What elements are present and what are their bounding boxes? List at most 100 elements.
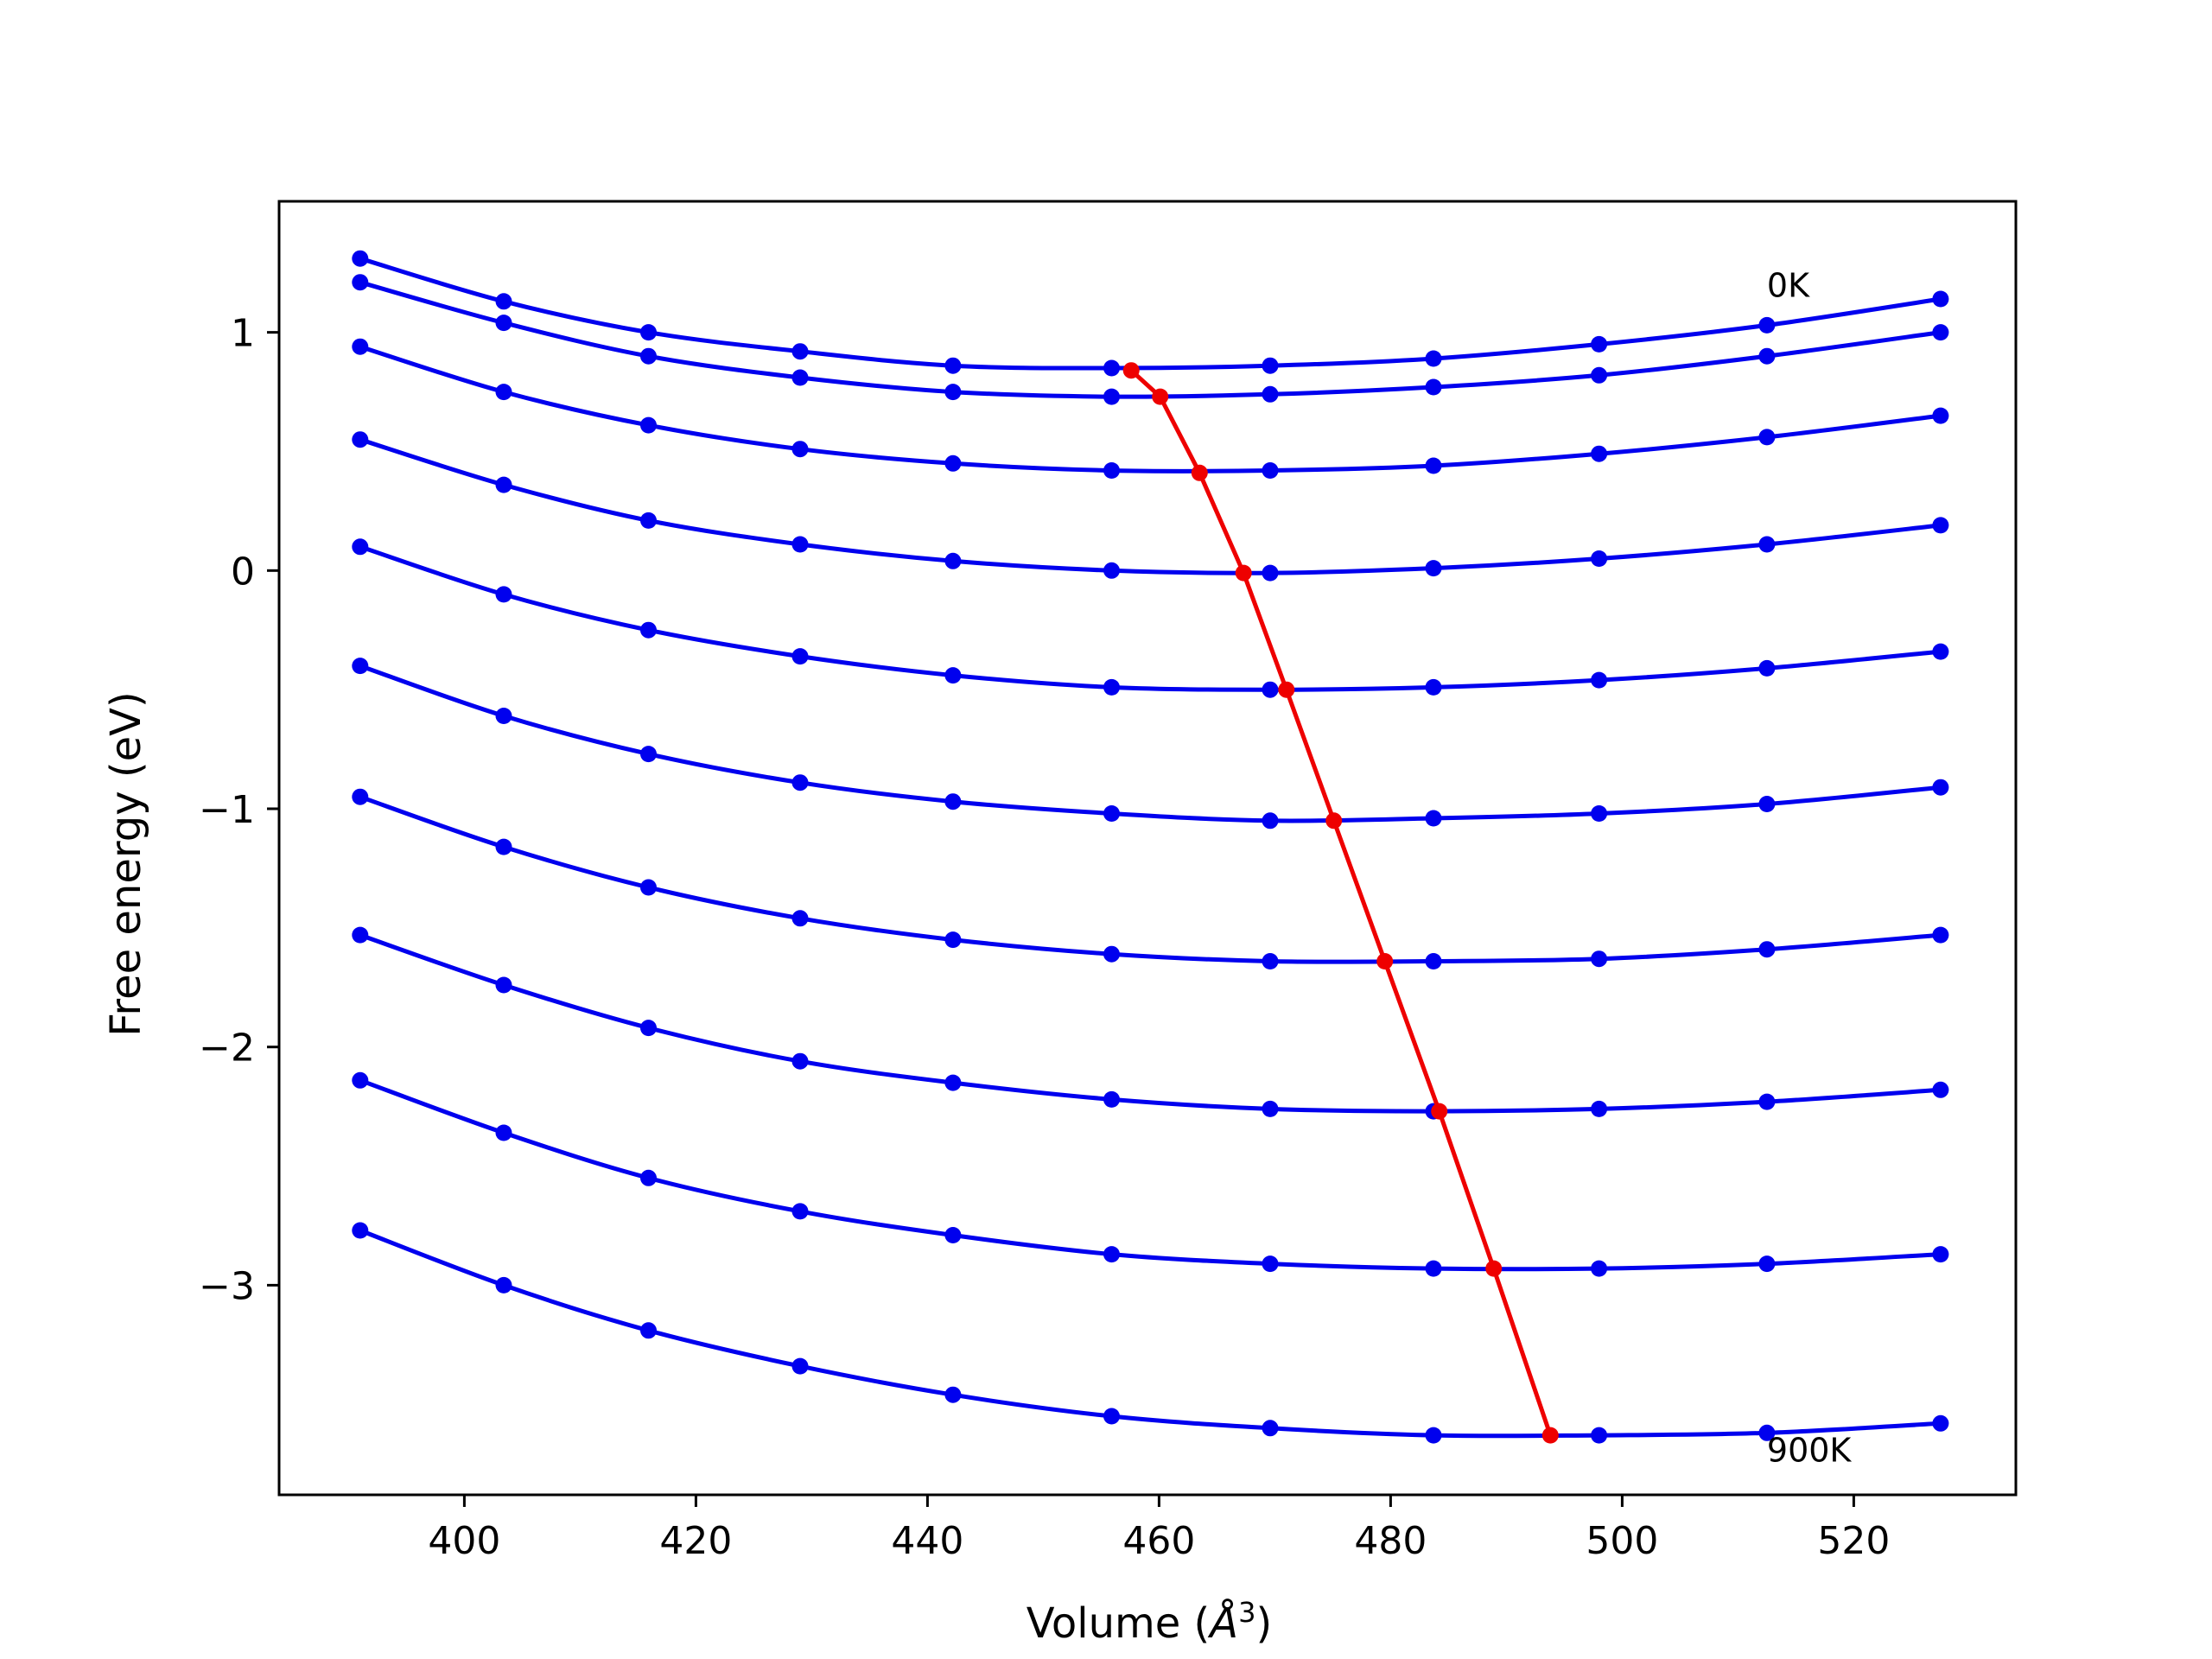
series-10-point-1 <box>352 1222 369 1239</box>
series-1-point-4 <box>791 343 809 360</box>
series-7-point-10 <box>1758 941 1776 958</box>
series-6-point-7 <box>1262 812 1279 830</box>
series-2-point-4 <box>791 369 809 386</box>
series-5-point-6 <box>1103 678 1120 696</box>
series-10-point-4 <box>791 1357 809 1375</box>
series-5-point-8 <box>1425 678 1442 696</box>
series-6-point-4 <box>791 774 809 791</box>
series-8-point-7 <box>1262 1100 1279 1117</box>
series-9-point-4 <box>791 1203 809 1220</box>
series-9-point-8 <box>1425 1260 1442 1277</box>
series-2-point-10 <box>1758 347 1776 365</box>
series-9-point-7 <box>1262 1255 1279 1273</box>
x-axis: 400 420 440 460 480 500 520 <box>428 1495 1890 1563</box>
y-tick-label-3: −2 <box>199 1027 255 1071</box>
series-10-point-2 <box>495 1276 512 1294</box>
series-5-point-4 <box>791 648 809 665</box>
minima-point-3 <box>1191 464 1208 481</box>
series-5-point-9 <box>1591 671 1608 689</box>
series-6-point-6 <box>1103 805 1120 822</box>
series-6-point-5 <box>944 793 962 810</box>
series-1-point-11 <box>1932 290 1949 308</box>
series-7-point-4 <box>791 910 809 927</box>
series-2-point-7 <box>1262 385 1279 403</box>
minima-point-4 <box>1235 564 1252 582</box>
series-9-point-9 <box>1591 1260 1608 1277</box>
series-8-point-6 <box>1103 1090 1120 1108</box>
y-tick-label-4: −3 <box>199 1264 255 1308</box>
series-9-point-3 <box>640 1169 657 1186</box>
series-1-point-5 <box>944 357 962 374</box>
minima-point-2 <box>1152 388 1169 405</box>
series-2-point-6 <box>1103 388 1120 405</box>
series-3-point-5 <box>944 454 962 472</box>
minima-point-6 <box>1325 812 1343 830</box>
series-7-point-2 <box>495 838 512 855</box>
series-5-point-1 <box>352 538 369 556</box>
x-axis-label: Volume (Å3) <box>1027 1596 1272 1648</box>
minima-group <box>1122 362 1559 1444</box>
series-9-point-6 <box>1103 1246 1120 1263</box>
minima-point-10 <box>1541 1427 1559 1444</box>
x-axis-unit: Å <box>1207 1599 1238 1648</box>
series-4-point-7 <box>1262 564 1279 582</box>
x-tick-label-480: 480 <box>1354 1519 1427 1563</box>
series-8-point-2 <box>495 976 512 994</box>
minima-point-7 <box>1376 953 1394 969</box>
minima-line <box>1129 368 1553 1436</box>
series-2-point-9 <box>1591 366 1608 384</box>
series-3-point-1 <box>352 338 369 355</box>
series-10-point-8 <box>1425 1427 1442 1444</box>
series-4-point-11 <box>1932 517 1949 534</box>
series-7-point-9 <box>1591 950 1608 968</box>
y-axis: 1 0 −1 −2 −3 <box>199 312 279 1308</box>
x-tick-label-420: 420 <box>659 1519 732 1563</box>
series-group <box>352 250 1949 1444</box>
series-6-point-10 <box>1758 796 1776 812</box>
series-10-point-5 <box>944 1386 962 1403</box>
series-6-point-11 <box>1932 779 1949 796</box>
series-1-point-9 <box>1591 335 1608 353</box>
series-3-point-4 <box>791 441 809 458</box>
annotation-2: 900K <box>1767 1432 1853 1470</box>
series-7-point-3 <box>640 879 657 896</box>
series-9-point-10 <box>1758 1255 1776 1273</box>
series-8-point-1 <box>352 926 369 944</box>
series-8-point-10 <box>1758 1093 1776 1110</box>
x-tick-label-500: 500 <box>1586 1519 1658 1563</box>
plot-frame <box>277 200 2018 1497</box>
series-10-point-10 <box>1758 1424 1776 1441</box>
y-axis-label: Free energy (eV) <box>102 691 150 1036</box>
series-2-point-11 <box>1932 324 1949 341</box>
series-3-point-10 <box>1758 429 1776 446</box>
series-3-point-3 <box>640 416 657 434</box>
series-7-point-8 <box>1425 953 1442 969</box>
series-1-point-7 <box>1262 357 1279 374</box>
series-4-point-9 <box>1591 550 1608 567</box>
series-3-point-9 <box>1591 445 1608 462</box>
x-axis-label-text: Volume <box>1027 1599 1181 1648</box>
series-3-point-6 <box>1103 462 1120 479</box>
series-8-point-9 <box>1591 1100 1608 1117</box>
y-tick-label-0: 1 <box>231 312 255 356</box>
series-1-point-1 <box>352 250 369 267</box>
series-6-point-9 <box>1591 805 1608 822</box>
series-10-point-9 <box>1591 1427 1608 1444</box>
y-tick-label-2: −1 <box>199 788 255 832</box>
series-7-point-11 <box>1932 926 1949 944</box>
minima-point-1 <box>1122 362 1140 379</box>
x-tick-label-520: 520 <box>1817 1519 1890 1563</box>
series-6-point-1 <box>352 658 369 675</box>
x-axis-unit-exponent: 3 <box>1238 1596 1255 1629</box>
series-1-point-3 <box>640 324 657 341</box>
series-8-point-5 <box>944 1074 962 1091</box>
series-10-point-3 <box>640 1322 657 1339</box>
series-1-point-8 <box>1425 350 1442 367</box>
x-tick-label-440: 440 <box>891 1519 963 1563</box>
series-8-point-4 <box>791 1052 809 1070</box>
x-tick-label-460: 460 <box>1122 1519 1195 1563</box>
series-7-point-1 <box>352 788 369 805</box>
series-5-point-10 <box>1758 659 1776 677</box>
y-tick-label-1: 0 <box>231 550 255 594</box>
